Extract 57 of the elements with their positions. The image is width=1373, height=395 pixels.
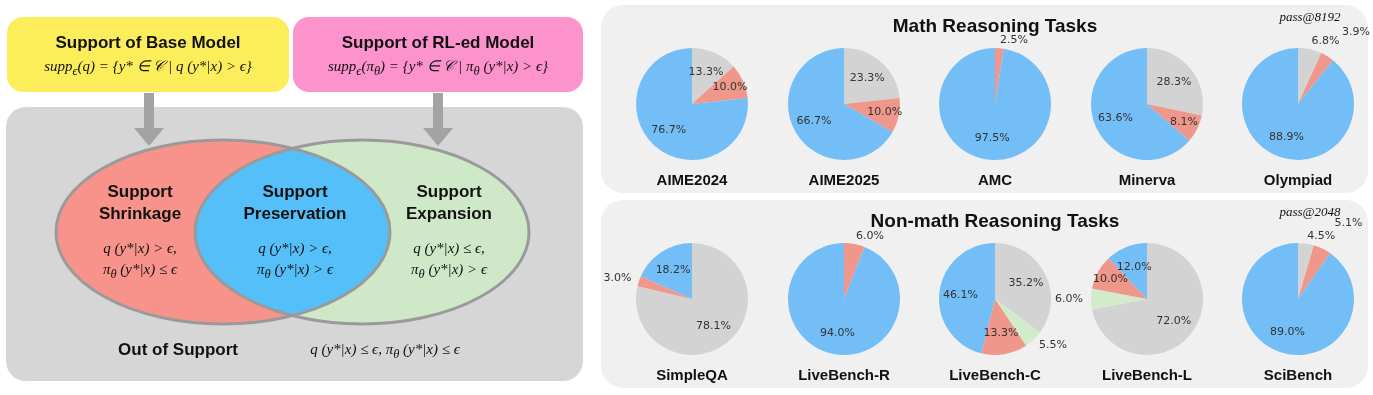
data-label: 12.0%	[1116, 259, 1152, 273]
data-label: 10.0%	[867, 105, 903, 119]
data-label: 18.2%	[655, 262, 691, 276]
data-label: 63.6%	[1097, 111, 1133, 125]
text: SciBench	[1263, 365, 1333, 383]
text: SimpleQA	[656, 365, 728, 383]
text: LiveBench-R	[798, 365, 890, 383]
text: AIME2025	[808, 170, 880, 188]
data-label: 3.9%	[1342, 25, 1370, 39]
text: q (y*|x) ≤ ϵ, π$_{θ}$ (y*|x) ≤ ϵ	[310, 340, 460, 362]
text: AMC	[977, 170, 1013, 188]
data-label: 5.1%	[1334, 216, 1363, 230]
text: pass@8192	[1279, 9, 1341, 25]
data-label: 5.5%	[1039, 338, 1068, 352]
data-label: 88.9%	[1269, 129, 1304, 143]
text: supp$_{ϵ}$(q) = {y* ∈ 𝒞 | q (y*|x) > ϵ}	[44, 57, 252, 79]
text: LiveBench-C	[949, 365, 1041, 383]
text: q (y*|x) > ϵ,	[103, 239, 177, 257]
data-label: 6.8%	[1311, 34, 1340, 48]
text: LiveBench-L	[1101, 365, 1193, 383]
data-label: 94.0%	[820, 325, 855, 339]
data-label: 89.0%	[1270, 324, 1306, 338]
text: Olympiad	[1263, 170, 1333, 188]
text: Support Shrinkage	[97, 181, 183, 225]
text: π$_{θ}$ (y*|x) ≤ ϵ	[102, 260, 178, 282]
text: Support of RL-ed Model	[341, 33, 535, 53]
data-label: 6.0%	[855, 228, 884, 242]
data-label: 6.0%	[1055, 291, 1083, 305]
data-label: 10.0%	[712, 79, 748, 93]
text: Out of Support	[118, 340, 238, 360]
data-label: 10.0%	[1092, 271, 1128, 285]
data-label: 4.5%	[1307, 228, 1336, 242]
text: AIME2024	[656, 170, 728, 188]
data-label: 72.0%	[1156, 313, 1192, 327]
text: Support Preservation	[242, 181, 348, 225]
text: Minerva	[1118, 170, 1176, 188]
data-label: 28.3%	[1156, 74, 1192, 88]
data-label: 76.7%	[651, 122, 687, 136]
text: q (y*|x) > ϵ,	[258, 239, 332, 257]
text: Support Expansion	[405, 181, 493, 225]
data-label: 46.1%	[943, 287, 979, 301]
text: π$_{θ}$ (y*|x) > ϵ	[257, 260, 333, 282]
text: π$_{θ}$ (y*|x) > ϵ	[411, 260, 487, 282]
data-label: 3.0%	[603, 271, 632, 285]
text: Support of Base Model	[55, 33, 241, 53]
data-label: 35.2%	[1008, 276, 1044, 290]
text: pass@2048	[1279, 204, 1341, 219]
text: Non-math Reasoning Tasks	[870, 210, 1120, 231]
data-label: 2.5%	[1000, 33, 1028, 47]
text: q (y*|x) ≤ ϵ,	[413, 239, 485, 257]
data-label: 97.5%	[974, 131, 1010, 145]
data-label: 8.1%	[1169, 115, 1198, 129]
data-label: 23.3%	[849, 71, 885, 85]
text: supp$_{ϵ}$(π$_{θ}$) = {y* ∈ 𝒞 | π$_{θ}$ (y*|x) > ϵ}	[328, 57, 548, 79]
text: Math Reasoning Tasks	[892, 15, 1098, 36]
data-label: 78.1%	[696, 319, 732, 333]
data-label: 66.7%	[796, 114, 832, 128]
